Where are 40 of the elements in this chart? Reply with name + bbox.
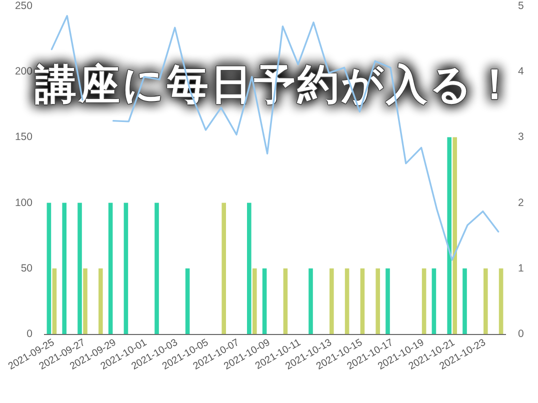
bar (422, 268, 426, 334)
bar (83, 268, 88, 334)
y-tick-label: 100 (14, 196, 33, 209)
y-tick-label: 50 (20, 262, 33, 274)
bar (108, 202, 113, 334)
bar (62, 202, 66, 334)
bar (52, 268, 57, 334)
bar (252, 268, 257, 334)
y-tick-label: 0 (26, 328, 33, 340)
bar (498, 268, 504, 334)
bar (386, 268, 390, 334)
y2-tick-label: 0 (518, 328, 524, 340)
bar (344, 268, 350, 334)
bar (124, 202, 128, 334)
y2-tick-label: 5 (518, 0, 524, 12)
bar (154, 202, 159, 334)
bar (484, 268, 488, 334)
bar (308, 268, 313, 334)
bar (185, 268, 190, 334)
bar (462, 268, 467, 334)
bar (222, 202, 226, 334)
y2-tick-label: 4 (518, 66, 524, 78)
bar (452, 137, 457, 334)
bar (376, 268, 380, 334)
bar (98, 268, 103, 334)
y2-tick-label: 2 (518, 196, 524, 209)
y-tick-label: 250 (14, 0, 33, 12)
y2-tick-label: 3 (518, 131, 524, 144)
bar (432, 268, 436, 334)
bar (447, 137, 452, 334)
bar (262, 268, 267, 334)
y2-tick-label: 1 (518, 262, 524, 274)
bar (46, 202, 52, 334)
y-tick-label: 150 (14, 131, 33, 144)
bar (330, 268, 334, 334)
bar (283, 268, 288, 334)
bar (247, 202, 252, 334)
bar (78, 202, 82, 334)
bar (360, 268, 365, 334)
y-tick-label: 200 (14, 66, 33, 78)
